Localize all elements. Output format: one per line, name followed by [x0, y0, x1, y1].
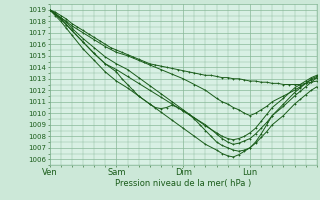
X-axis label: Pression niveau de la mer( hPa ): Pression niveau de la mer( hPa ): [115, 179, 251, 188]
